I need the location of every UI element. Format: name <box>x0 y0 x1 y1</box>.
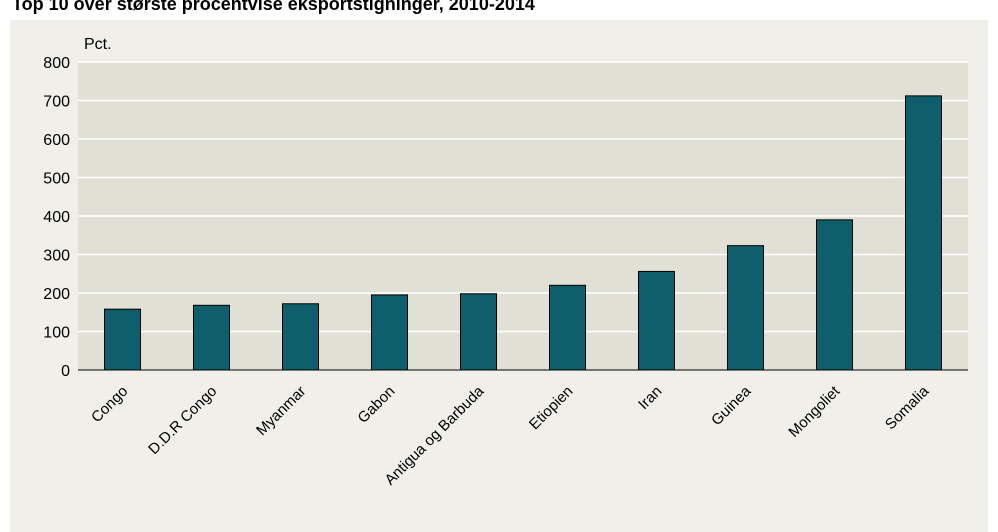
y-axis-ticks: 0 100 200 300 400 500 600 700 800 <box>43 55 70 380</box>
y-tick-label: 0 <box>61 363 70 380</box>
bar-0 <box>104 308 141 371</box>
y-tick-label: 600 <box>43 132 70 149</box>
y-tick-label: 300 <box>43 248 70 265</box>
bar-3 <box>371 294 408 371</box>
chart-title: Top 10 over største procentvise eksports… <box>12 0 535 14</box>
gridlines <box>78 61 968 333</box>
bar-series <box>104 95 942 371</box>
y-tick-label: 700 <box>43 94 70 111</box>
y-tick-label: 500 <box>43 171 70 188</box>
y-tick-label: 400 <box>43 209 70 226</box>
bar-2 <box>282 303 319 371</box>
bar-8 <box>816 219 853 371</box>
y-axis-label: Pct. <box>84 36 112 53</box>
bar-6 <box>638 270 675 371</box>
bar-7 <box>727 245 764 371</box>
bar-5 <box>549 284 586 371</box>
bar-4 <box>460 293 497 371</box>
bar-1 <box>193 304 230 371</box>
bar-9 <box>905 95 942 371</box>
y-tick-label: 100 <box>43 325 70 342</box>
y-tick-label: 200 <box>43 286 70 303</box>
y-tick-label: 800 <box>43 55 70 72</box>
